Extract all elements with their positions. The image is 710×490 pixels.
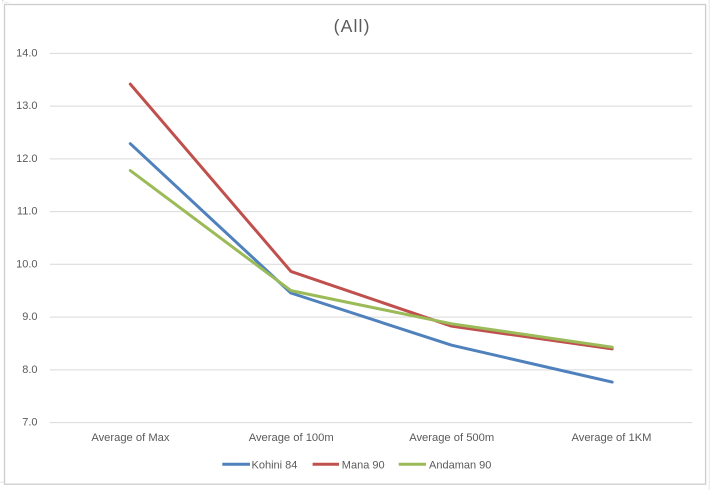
svg-text:9.0: 9.0 <box>22 311 37 323</box>
svg-text:Kohini 84: Kohini 84 <box>252 459 298 471</box>
svg-text:Average of 100m: Average of 100m <box>249 432 334 444</box>
svg-text:(All): (All) <box>334 16 371 36</box>
svg-text:12.0: 12.0 <box>16 153 37 165</box>
svg-text:8.0: 8.0 <box>22 364 37 376</box>
svg-text:11.0: 11.0 <box>17 206 38 218</box>
svg-text:Andaman 90: Andaman 90 <box>429 459 491 471</box>
svg-text:13.0: 13.0 <box>16 100 37 112</box>
svg-text:Average of Max: Average of Max <box>91 432 170 444</box>
svg-text:Average of 500m: Average of 500m <box>409 432 494 444</box>
svg-text:7.0: 7.0 <box>22 417 37 429</box>
svg-text:Mana 90: Mana 90 <box>342 459 385 471</box>
svg-text:14.0: 14.0 <box>16 48 37 60</box>
svg-text:Average of 1KM: Average of 1KM <box>571 432 651 444</box>
svg-text:10.0: 10.0 <box>16 258 37 270</box>
